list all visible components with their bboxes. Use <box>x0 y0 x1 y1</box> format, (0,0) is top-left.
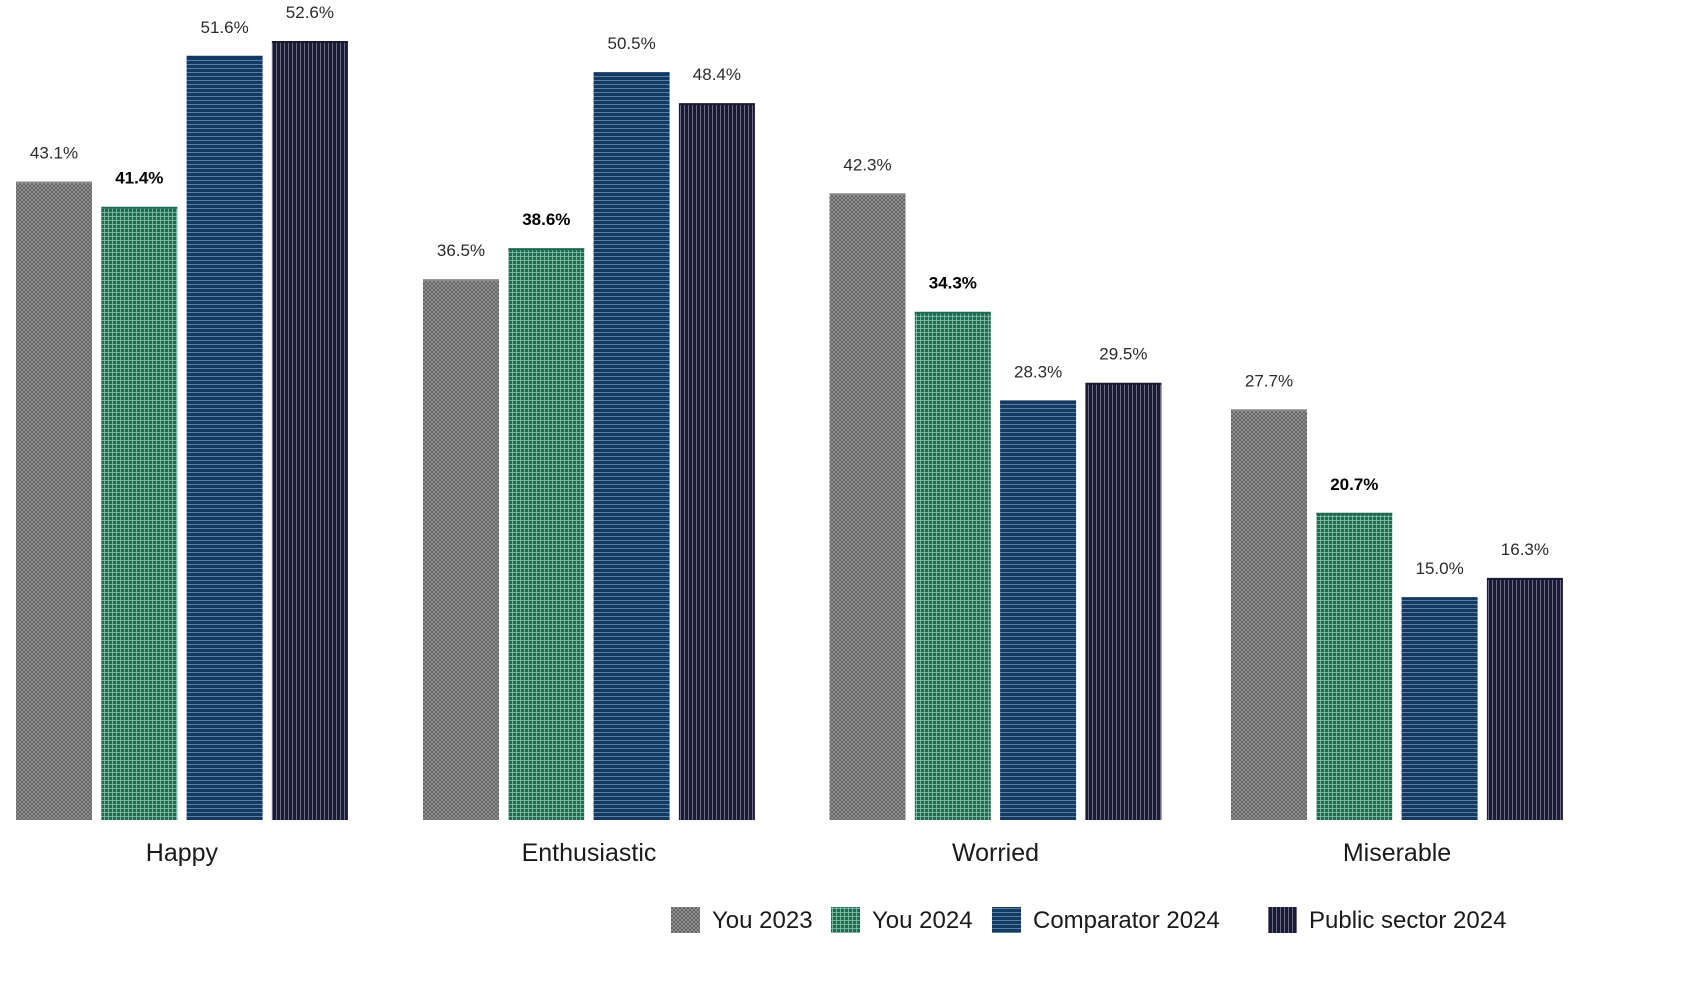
value-labels-layer: 43.1% 41.4% 51.6% 52.6% 36.5% 38.6% 50.5% 48.4%… <box>30 3 1549 578</box>
value-label: 28.3% <box>1014 362 1062 381</box>
bar-enthusiastic-public-sector-2024 <box>678 104 755 821</box>
value-label: 41.4% <box>115 169 163 188</box>
category-label-worried: Worried <box>952 839 1039 867</box>
bar-enthusiastic-comparator-2024 <box>593 73 670 821</box>
bar-happy-comparator-2024 <box>186 56 263 821</box>
category-label-miserable: Miserable <box>1343 839 1451 867</box>
value-label: 42.3% <box>843 155 891 174</box>
legend-label-you-2023: You 2023 <box>712 907 813 934</box>
category-label-happy: Happy <box>146 839 219 867</box>
legend-swatch-you-2023 <box>671 907 700 933</box>
value-label: 36.5% <box>437 241 485 260</box>
value-label: 48.4% <box>693 65 741 84</box>
value-label: 27.7% <box>1245 371 1293 390</box>
bar-worried-you-2024 <box>914 312 991 820</box>
value-label: 51.6% <box>200 18 248 37</box>
bar-happy-you-2024 <box>101 207 178 820</box>
bar-enthusiastic-you-2024 <box>508 249 585 821</box>
value-label: 50.5% <box>607 34 655 53</box>
legend: You 2023 You 2024 Comparator 2024 Public se… <box>671 907 1506 934</box>
legend-label-public-sector-2024: Public sector 2024 <box>1309 907 1506 934</box>
category-label-enthusiastic: Enthusiastic <box>522 839 657 867</box>
legend-swatch-comparator-2024 <box>992 907 1021 933</box>
bars-layer <box>16 41 1563 821</box>
value-label: 15.0% <box>1415 559 1463 578</box>
bar-happy-you-2023 <box>16 182 92 820</box>
category-labels-layer: Happy Enthusiastic Worried Miserable <box>146 839 1451 867</box>
bar-happy-public-sector-2024 <box>271 42 348 820</box>
value-label: 52.6% <box>286 3 334 22</box>
value-label: 34.3% <box>929 274 977 293</box>
bar-miserable-public-sector-2024 <box>1486 578 1563 820</box>
value-label: 16.3% <box>1501 540 1549 559</box>
legend-label-comparator-2024: Comparator 2024 <box>1033 907 1220 934</box>
bar-worried-comparator-2024 <box>1000 401 1077 820</box>
bar-enthusiastic-you-2023 <box>423 280 499 821</box>
bar-miserable-you-2024 <box>1316 513 1393 820</box>
value-label: 38.6% <box>522 210 570 229</box>
bar-miserable-you-2023 <box>1231 410 1307 820</box>
value-label: 20.7% <box>1330 475 1378 494</box>
bar-miserable-comparator-2024 <box>1401 598 1478 820</box>
legend-swatch-you-2024 <box>831 907 860 933</box>
value-label: 43.1% <box>30 144 78 163</box>
value-label: 29.5% <box>1099 345 1147 364</box>
bar-worried-you-2023 <box>829 194 906 821</box>
legend-swatch-public-sector-2024 <box>1268 907 1297 933</box>
legend-label-you-2024: You 2024 <box>872 907 973 934</box>
bar-worried-public-sector-2024 <box>1085 383 1162 820</box>
